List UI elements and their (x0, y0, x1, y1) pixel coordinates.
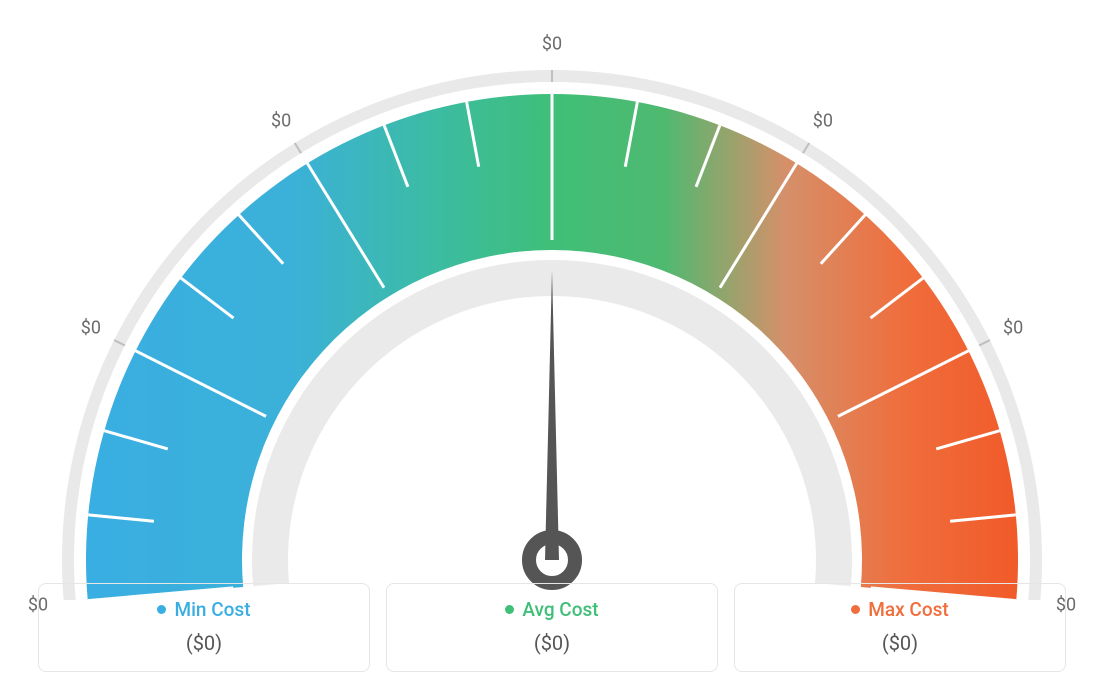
legend-row: Min Cost ($0) Avg Cost ($0) Max Cost ($0… (38, 583, 1066, 672)
gauge-tick-label: $0 (271, 110, 291, 131)
gauge-tick-label: $0 (542, 34, 562, 55)
gauge-tick-label: $0 (813, 110, 833, 131)
legend-label-min: Min Cost (174, 598, 250, 621)
gauge-chart: $0$0$0$0$0$0$0 (32, 20, 1072, 580)
legend-dot-max (851, 605, 860, 614)
legend-value-max: ($0) (735, 631, 1065, 655)
legend-value-avg: ($0) (387, 631, 717, 655)
gauge-tick-label: $0 (1003, 318, 1023, 339)
legend-title-max: Max Cost (851, 598, 948, 621)
legend-label-avg: Avg Cost (522, 598, 598, 621)
gauge-tick-label: $0 (81, 318, 101, 339)
legend-label-max: Max Cost (868, 598, 948, 621)
legend-title-avg: Avg Cost (505, 598, 598, 621)
legend-box-min: Min Cost ($0) (38, 583, 370, 672)
gauge-svg (32, 20, 1072, 600)
legend-title-min: Min Cost (157, 598, 250, 621)
legend-box-max: Max Cost ($0) (734, 583, 1066, 672)
legend-dot-min (157, 605, 166, 614)
legend-value-min: ($0) (39, 631, 369, 655)
legend-dot-avg (505, 605, 514, 614)
legend-box-avg: Avg Cost ($0) (386, 583, 718, 672)
